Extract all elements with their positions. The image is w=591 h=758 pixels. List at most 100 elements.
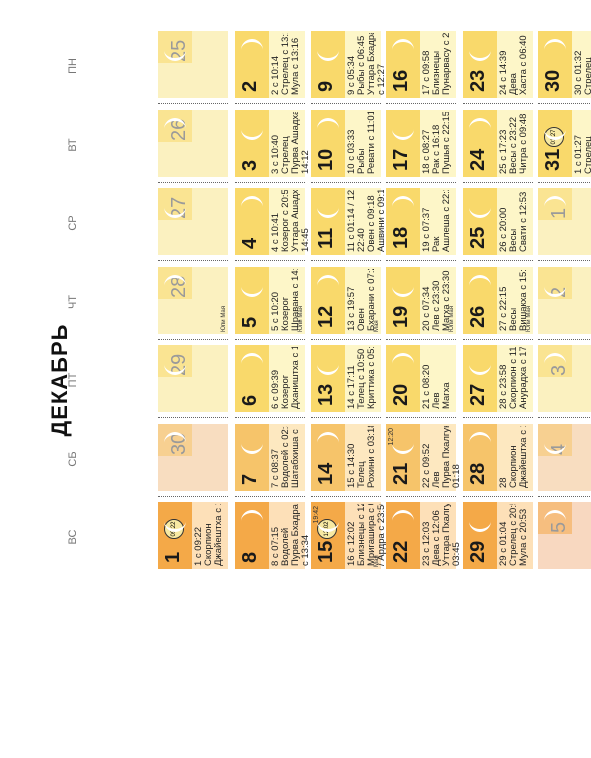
row-divider <box>386 338 456 340</box>
calendar-day[interactable]: 19 Юпи Мая 20 с 07:34 Лев с 23:30 Магха с 23… <box>386 266 456 340</box>
detail-line: Джайештха с 11:54 <box>214 504 224 566</box>
calendar-day-other-month[interactable]: 2Юпи Мая <box>538 266 591 340</box>
day-details: 16 с 12:02 Близнецы с 12:35 Мригашира с 01… <box>347 504 387 566</box>
detail-line: 21 с 08:20 <box>422 364 432 409</box>
moon-phase-icon <box>241 39 263 50</box>
detail-line: Водолей с 02:37 <box>281 425 291 488</box>
calendar-day[interactable]: 21 12:20 22 с 09:52 Лев Пурва Пхалгуни с 01:1… <box>386 423 462 497</box>
calendar-day[interactable]: 8 8 с 07:15 Водолей Пурва Бхадрапада с 13:34 <box>235 502 311 569</box>
calendar-day[interactable]: 4 4 с 10:41 Козерог с 20:50 Уттара Ашадха с… <box>235 188 311 261</box>
calendar-day-other-month[interactable]: 3 <box>538 345 591 418</box>
calendar-day[interactable]: 20 21 с 08:20 Лев Магха <box>386 345 456 418</box>
day-details: 15 с 14:30 Телец Рохини с 03:18 <box>347 426 377 488</box>
detail-line: Скорпион с 11:27 <box>509 347 519 409</box>
detail-line: с 13:34 <box>301 534 311 566</box>
calendar-day-other-month[interactable]: 5 <box>538 502 591 569</box>
calendar-day-other-month[interactable]: 25 <box>158 31 228 104</box>
calendar-day[interactable]: 17 18 с 08:27 Рак с 16:18 Пушья с 22:15 <box>386 109 456 183</box>
moon-phase-icon <box>164 521 186 532</box>
moon-phase-icon <box>392 196 414 207</box>
detail-line: 24 с 14:39 <box>499 50 509 95</box>
detail-line: Весы <box>509 307 519 331</box>
calendar-day[interactable]: 26 Юпи Мая 27 с 22:15 Весы Вишакха с 15:40 <box>463 266 533 340</box>
detail-line: Стрелец с 13:16 <box>281 33 291 95</box>
detail-line: 29 с 01:04 <box>499 521 509 566</box>
row-divider <box>538 260 591 261</box>
calendar-day-other-month[interactable]: 29 <box>158 345 228 418</box>
calendar-day[interactable]: 28 28 Скорпион Джайештха с 19:44 <box>463 423 533 497</box>
day-details: 18 с 08:27 Рак с 16:18 Пушья с 22:15 <box>422 112 452 174</box>
calendar-day[interactable]: 12 Мая 13 с 19:57 Овен Бхарани с 07:23 <box>311 266 381 340</box>
calendar-day-other-month[interactable]: 1 <box>538 188 591 261</box>
detail-line: Пурва Бхадрапада <box>291 504 301 566</box>
detail-line: Криттика с 05:21 <box>367 347 377 409</box>
calendar-day[interactable]: 27 28 с 23:58 Скорпион с 11:27 Анурадха с 1… <box>463 345 533 418</box>
day-details: 1 с 09:22 Скорпион Джайештха с 11:54 <box>194 504 224 566</box>
calendar-day-other-month[interactable]: 28 Юпи Мая <box>158 266 228 340</box>
moon-phase-icon <box>544 442 566 454</box>
calendar-day-other-month[interactable]: 27 <box>158 188 228 261</box>
moon-phase-icon <box>241 510 263 521</box>
row-divider <box>463 495 533 497</box>
moon-phase-icon <box>317 431 339 443</box>
calendar-day[interactable]: 7 7 с 08:37 Водолей с 02:37 Шатабхиша с 14:… <box>235 423 305 497</box>
calendar-day[interactable]: 24 25 с 17:23 Весы с 23:22 Читра с 09:48 <box>463 109 533 183</box>
detail-line: Шравана с 14:57 <box>291 268 301 331</box>
detail-line: 16 с 12:02 <box>347 521 357 566</box>
detail-line: 22:40 <box>357 228 367 252</box>
calendar-day[interactable]: 23 24 с 14:39 Дева Хаста с 06:40 <box>463 31 533 104</box>
moon-phase-icon <box>544 128 566 140</box>
detail-line: Стрелец <box>584 57 591 95</box>
calendar-day-other-month[interactable]: 4 <box>538 423 591 497</box>
detail-line: Скорпион <box>204 523 214 566</box>
calendar-day[interactable]: 9 9 с 05:34 Рыбы с 06:45 Уттара Бхадрапада с… <box>311 31 387 104</box>
calendar-day[interactable]: 30 30 с 01:32СтрелецПурва Ашадха с21:28 <box>538 31 591 104</box>
detail-line: 1 с 09:22 <box>194 526 204 566</box>
calendar-day[interactable]: 10 10 с 03:33 Рыбы Ревати с 11:01 <box>311 109 381 183</box>
weekday-label: ВТ <box>62 130 84 160</box>
moon-phase-icon <box>317 50 339 61</box>
moon-phase-icon <box>392 39 414 50</box>
calendar-day[interactable]: 14 15 с 14:30 Телец Рохини с 03:18 <box>311 423 381 497</box>
calendar-day-other-month[interactable]: 26 <box>158 109 228 183</box>
day-details: 7 с 08:37 Водолей с 02:37 Шатабхиша с 14:2… <box>271 426 301 488</box>
calendar-day[interactable]: 3 3 с 10:40 Стрелец Пурва Ашадха с 14:12 <box>235 109 311 183</box>
row-divider <box>386 495 456 497</box>
moon-phase-icon <box>392 285 414 297</box>
detail-line: Мула с 13:16 <box>291 37 301 95</box>
row-divider <box>538 103 591 104</box>
detail-line: Пунарвасу с 22:44 <box>442 33 452 95</box>
calendar-day[interactable]: 5 Юпи Мая 5 с 10:20 Козерог Шравана с 14:57 <box>235 266 305 340</box>
calendar-day[interactable]: 13 14 с 17:11 Телец с 10:50 Криттика с 05:2… <box>311 345 381 418</box>
detail-line: 13 с 19:57 <box>347 286 357 331</box>
row-divider <box>538 338 591 340</box>
moon-phase-icon <box>317 117 339 129</box>
calendar-day[interactable]: 29 29 с 01:04 Стрелец с 20:53 Мула с 20:53 <box>463 502 533 569</box>
calendar-day[interactable]: 6 6 с 09:39 Козерог Дхаништха с 14:49 <box>235 345 305 418</box>
detail-line: 4 с 10:41 <box>271 212 281 252</box>
calendar-day[interactable]: 2 2 с 10:14 Стрелец с 13:16 Мула с 13:16 <box>235 31 305 104</box>
calendar-day[interactable]: 25 26 с 20:00 Весы Свати с 12:53 <box>463 188 533 261</box>
detail-line: Хаста с 06:40 <box>519 35 529 95</box>
weekday-label: ЧТ <box>62 287 84 317</box>
detail-line: Козерог <box>281 374 291 409</box>
day-details: 26 с 20:00 Весы Свати с 12:53 <box>499 190 529 252</box>
calendar-day[interactable]: 18 19 с 07:37 Рак Ашлеша с 22:29 <box>386 188 456 261</box>
day-number: 19 <box>390 305 412 328</box>
calendar-day[interactable]: 22 23 с 12:03 Дева с 12:06 Уттара Пхалгуни … <box>386 502 462 569</box>
detail-line: 10 с 03:33 <box>347 129 357 174</box>
weekday-label: ВС <box>62 522 84 552</box>
day-details: 14 с 17:11 Телец с 10:50 Криттика с 05:21 <box>347 347 377 409</box>
calendar-day[interactable]: 16 17 с 09:58 Близнецы Пунарвасу с 22:44 <box>386 31 456 104</box>
row-divider <box>311 417 381 418</box>
detail-line: Лев с 23:30 <box>432 280 442 331</box>
calendar-day-other-month[interactable]: 30 <box>158 423 228 497</box>
calendar-day[interactable]: 11 11 с 01:14 / 12 с 22:40 Овен с 09:18 Ашви… <box>311 188 387 261</box>
moon-phase-icon <box>241 128 263 140</box>
day-details: 30 с 01:32СтрелецПурва Ашадха с21:28 <box>574 33 591 95</box>
detail-line: Стрелец с 20:53 <box>509 504 519 566</box>
detail-line: Ашлеша с 22:29 <box>442 190 452 252</box>
